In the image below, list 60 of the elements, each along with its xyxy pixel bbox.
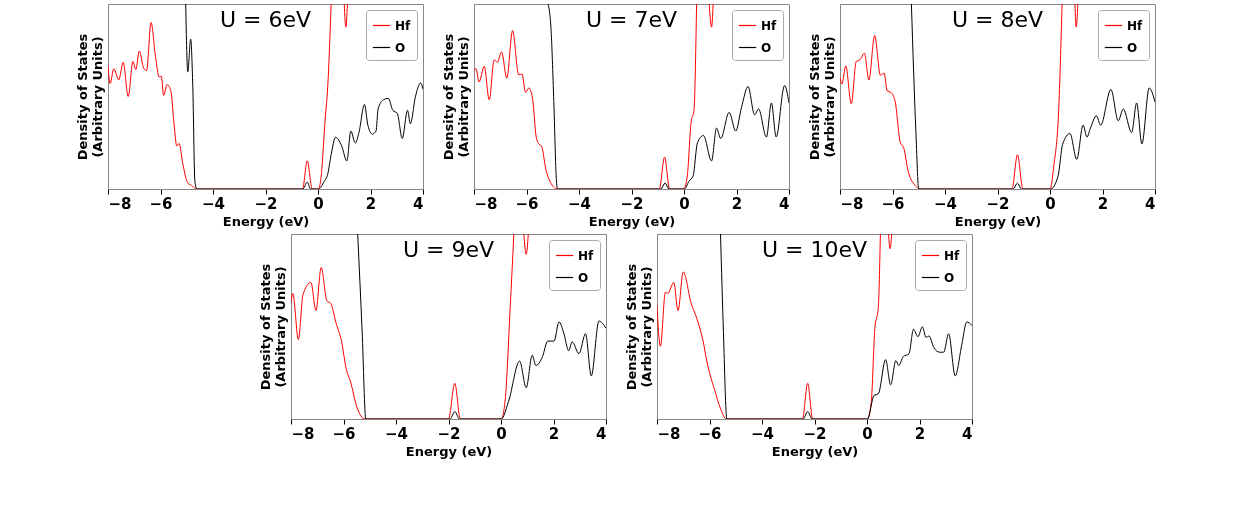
x-axis-title: Energy (eV) xyxy=(588,213,676,229)
y-axis-title: Density of States (Arbitrary Units) xyxy=(623,263,654,391)
legend-label: Hf xyxy=(1127,18,1144,33)
x-tick-label: −6 xyxy=(515,194,539,213)
x-axis-title: Energy (eV) xyxy=(405,443,493,459)
x-tick-label: −6 xyxy=(149,194,173,213)
x-tick-label: 2 xyxy=(548,424,560,443)
x-tick-label: 4 xyxy=(596,424,607,443)
y-axis-title: Density of States (Arbitrary Units) xyxy=(806,33,837,161)
legend-label: O xyxy=(395,40,406,55)
x-tick-label: 4 xyxy=(1145,194,1156,213)
x-tick-label: 0 xyxy=(1045,194,1056,213)
x-tick-label: 2 xyxy=(365,194,377,213)
x-tick-label: −6 xyxy=(881,194,905,213)
legend-label: O xyxy=(761,40,772,55)
x-axis-title: Energy (eV) xyxy=(954,213,1042,229)
legend-label: Hf xyxy=(761,18,778,33)
x-tick-label: −2 xyxy=(437,424,461,443)
x-tick-label: −8 xyxy=(291,424,315,443)
legend-label: O xyxy=(1127,40,1138,55)
x-tick-label: −6 xyxy=(332,424,356,443)
x-tick-label: −2 xyxy=(986,194,1010,213)
x-tick-label: 4 xyxy=(779,194,790,213)
chart-title: U = 8eV xyxy=(951,7,1044,32)
x-tick-label: 2 xyxy=(914,424,926,443)
x-tick-label: −2 xyxy=(254,194,278,213)
x-tick-label: 0 xyxy=(313,194,324,213)
x-tick-label: −4 xyxy=(567,194,592,213)
chart-title: U = 9eV xyxy=(402,237,495,262)
y-axis-title: Density of States (Arbitrary Units) xyxy=(74,33,105,161)
x-tick-label: −4 xyxy=(201,194,226,213)
x-tick-label: 2 xyxy=(1097,194,1109,213)
x-tick-label: 0 xyxy=(679,194,690,213)
x-tick-label: −2 xyxy=(620,194,644,213)
x-axis-title: Energy (eV) xyxy=(771,443,859,459)
x-tick-label: −4 xyxy=(750,424,775,443)
legend-label: O xyxy=(578,270,589,285)
x-tick-label: 0 xyxy=(862,424,873,443)
chart-title: U = 6eV xyxy=(219,7,312,32)
x-tick-label: −4 xyxy=(933,194,958,213)
legend-label: Hf xyxy=(395,18,412,33)
x-tick-label: 4 xyxy=(413,194,424,213)
x-tick-label: −2 xyxy=(803,424,827,443)
x-tick-label: 2 xyxy=(731,194,743,213)
y-axis-title: Density of States (Arbitrary Units) xyxy=(257,263,288,391)
y-axis-title: Density of States (Arbitrary Units) xyxy=(440,33,471,161)
x-tick-label: −6 xyxy=(698,424,722,443)
x-tick-label: −8 xyxy=(657,424,681,443)
legend-label: O xyxy=(944,270,955,285)
legend-label: Hf xyxy=(578,248,595,263)
x-tick-label: −8 xyxy=(474,194,498,213)
legend-label: Hf xyxy=(944,248,961,263)
x-tick-label: −8 xyxy=(840,194,864,213)
x-tick-label: −8 xyxy=(108,194,132,213)
chart-title: U = 7eV xyxy=(585,7,678,32)
chart-title: U = 10eV xyxy=(761,237,868,262)
x-tick-label: 4 xyxy=(962,424,973,443)
x-tick-label: 0 xyxy=(496,424,507,443)
x-tick-label: −4 xyxy=(384,424,409,443)
x-axis-title: Energy (eV) xyxy=(222,213,310,229)
